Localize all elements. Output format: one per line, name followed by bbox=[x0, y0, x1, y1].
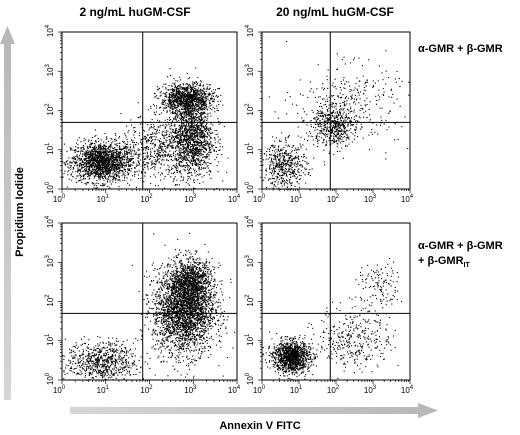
event-cluster-1 bbox=[262, 322, 323, 381]
y-tick-label: 101 bbox=[245, 333, 255, 346]
x-tick-label: 100 bbox=[253, 194, 266, 204]
x-tick-label: 104 bbox=[228, 194, 241, 204]
x-axis-arrow bbox=[70, 403, 438, 418]
x-tick-label: 103 bbox=[364, 194, 377, 204]
x-tick-label: 100 bbox=[53, 194, 66, 204]
y-tick-label: 102 bbox=[45, 294, 55, 307]
event-cluster-1 bbox=[262, 126, 326, 190]
scatter-panel-1: 100 101 102 103 104 100 101 102 103 104 bbox=[45, 24, 241, 204]
y-axis-label: Propidium Iodide bbox=[14, 167, 26, 257]
x-tick-label: 101 bbox=[290, 194, 303, 204]
scatter-panel-2: 100 101 102 103 104 100 101 102 103 104 bbox=[245, 24, 414, 204]
column-title-1: 2 ng/mL huGM-CSF bbox=[79, 5, 190, 19]
x-tick-label: 100 bbox=[253, 385, 266, 395]
event-cluster-2 bbox=[299, 297, 399, 379]
row-label-2-line-2: + β-GMR bbox=[418, 255, 464, 267]
panel-frame bbox=[61, 222, 238, 381]
x-tick-label: 102 bbox=[327, 385, 340, 395]
panel-frame bbox=[61, 31, 238, 190]
y-tick-label: 100 bbox=[245, 372, 255, 385]
event-cluster-2 bbox=[297, 96, 371, 156]
column-title-2: 20 ng/mL huGM-CSF bbox=[276, 5, 394, 19]
row-label-2b: + β-GMRIT bbox=[418, 255, 470, 269]
x-tick-label: 101 bbox=[97, 194, 110, 204]
x-tick-label: 102 bbox=[140, 385, 153, 395]
x-tick-label: 101 bbox=[97, 385, 110, 395]
panel-frame bbox=[261, 31, 411, 190]
y-tick-label: 102 bbox=[45, 103, 55, 116]
x-tick-label: 102 bbox=[327, 194, 340, 204]
x-tick-label: 104 bbox=[228, 385, 241, 395]
y-tick-label: 104 bbox=[245, 215, 255, 228]
y-tick-label: 100 bbox=[45, 372, 55, 385]
x-tick-label: 104 bbox=[401, 194, 414, 204]
y-tick-label: 100 bbox=[45, 181, 55, 194]
row-label-2: α-GMR + β-GMR bbox=[418, 240, 503, 252]
y-tick-label: 104 bbox=[45, 215, 55, 228]
y-tick-label: 103 bbox=[245, 63, 255, 76]
event-dots bbox=[262, 41, 410, 190]
event-dots bbox=[62, 67, 229, 190]
x-tick-label: 103 bbox=[184, 385, 197, 395]
x-tick-label: 100 bbox=[53, 385, 66, 395]
y-tick-label: 103 bbox=[245, 254, 255, 267]
event-cluster-2 bbox=[131, 232, 236, 379]
y-tick-label: 104 bbox=[245, 24, 255, 37]
event-cluster-1 bbox=[62, 336, 156, 381]
y-tick-label: 101 bbox=[45, 333, 55, 346]
event-cluster-3 bbox=[355, 258, 403, 316]
scatter-panel-4: 100 101 102 103 104 100 101 102 103 104 bbox=[245, 215, 414, 395]
x-tick-label: 104 bbox=[401, 385, 414, 395]
x-tick-label: 103 bbox=[184, 194, 197, 204]
row-label-2-line-1: α-GMR + β-GMR bbox=[418, 240, 503, 252]
x-tick-label: 101 bbox=[290, 385, 303, 395]
event-dots bbox=[62, 232, 236, 381]
y-tick-label: 103 bbox=[45, 254, 55, 267]
y-tick-label: 103 bbox=[45, 63, 55, 76]
event-cluster-1 bbox=[62, 129, 151, 189]
x-tick-label: 103 bbox=[364, 385, 377, 395]
scatter-panel-3: 100 101 102 103 104 100 101 102 103 104 bbox=[45, 215, 241, 395]
row-label-1: α-GMR + β-GMR bbox=[418, 43, 503, 55]
y-tick-label: 101 bbox=[245, 142, 255, 155]
x-axis-label: Annexin V FITC bbox=[219, 420, 300, 432]
row-label-2-subscript: IT bbox=[464, 262, 471, 269]
event-cluster-3 bbox=[268, 41, 410, 160]
event-dots bbox=[262, 258, 403, 381]
y-axis-arrow bbox=[0, 26, 15, 400]
row-label-1-line-1: α-GMR + β-GMR bbox=[418, 43, 503, 55]
y-tick-label: 104 bbox=[45, 24, 55, 37]
event-cluster-3 bbox=[150, 74, 224, 124]
y-tick-label: 100 bbox=[245, 181, 255, 194]
x-tick-label: 102 bbox=[140, 194, 153, 204]
y-tick-label: 102 bbox=[245, 103, 255, 116]
y-tick-label: 102 bbox=[245, 294, 255, 307]
y-tick-label: 101 bbox=[45, 142, 55, 155]
